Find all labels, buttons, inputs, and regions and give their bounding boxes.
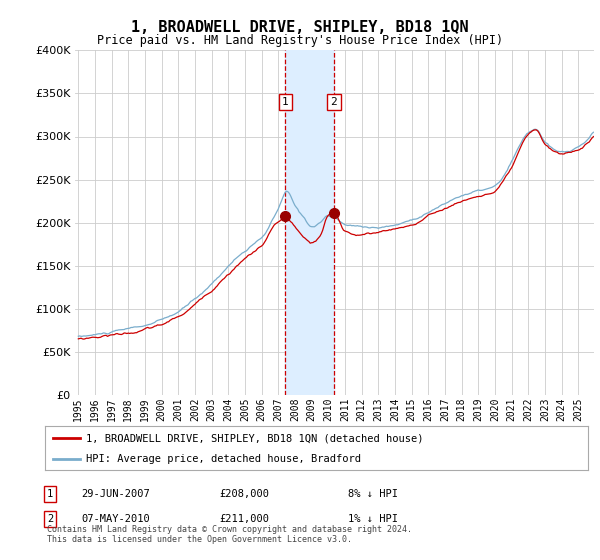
Bar <box>285 50 334 395</box>
Text: 2: 2 <box>47 514 53 524</box>
Text: 2: 2 <box>331 97 337 107</box>
Text: Contains HM Land Registry data © Crown copyright and database right 2024.
This d: Contains HM Land Registry data © Crown c… <box>47 525 412 544</box>
Text: 29-JUN-2007: 29-JUN-2007 <box>81 489 150 499</box>
Text: £211,000: £211,000 <box>219 514 269 524</box>
Text: 1: 1 <box>282 97 289 107</box>
Text: 1, BROADWELL DRIVE, SHIPLEY, BD18 1QN (detached house): 1, BROADWELL DRIVE, SHIPLEY, BD18 1QN (d… <box>86 433 423 443</box>
Text: £208,000: £208,000 <box>219 489 269 499</box>
Text: 8% ↓ HPI: 8% ↓ HPI <box>348 489 398 499</box>
Text: 1, BROADWELL DRIVE, SHIPLEY, BD18 1QN: 1, BROADWELL DRIVE, SHIPLEY, BD18 1QN <box>131 20 469 35</box>
Text: Price paid vs. HM Land Registry's House Price Index (HPI): Price paid vs. HM Land Registry's House … <box>97 34 503 46</box>
Text: 1: 1 <box>47 489 53 499</box>
Text: 07-MAY-2010: 07-MAY-2010 <box>81 514 150 524</box>
Text: HPI: Average price, detached house, Bradford: HPI: Average price, detached house, Brad… <box>86 454 361 464</box>
Text: 1% ↓ HPI: 1% ↓ HPI <box>348 514 398 524</box>
